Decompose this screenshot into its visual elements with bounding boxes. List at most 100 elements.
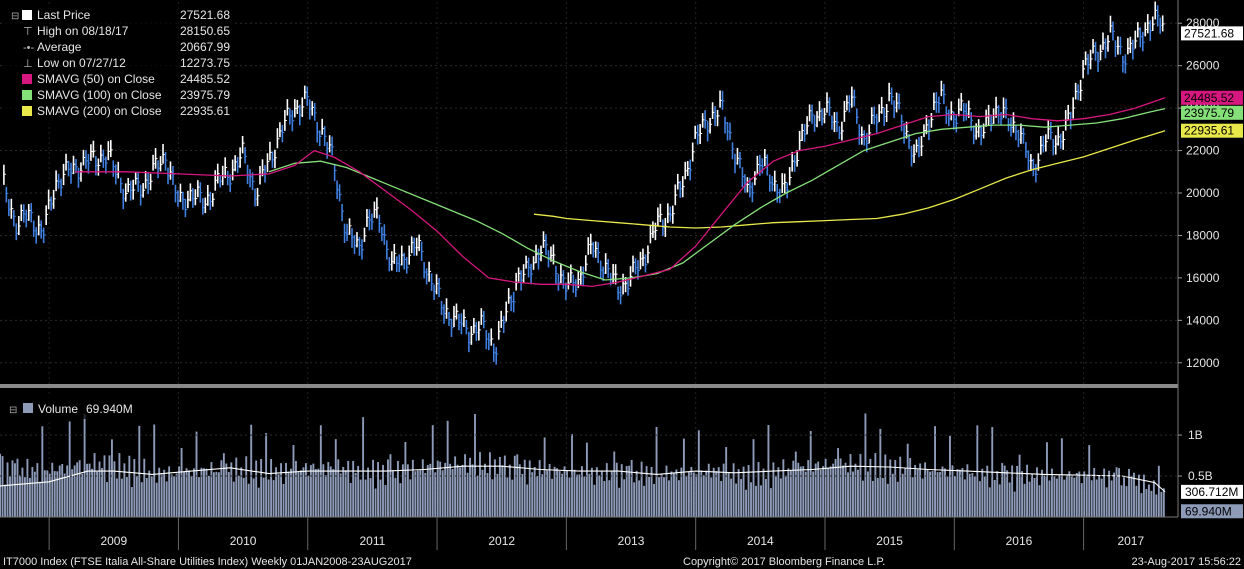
volume-bar bbox=[471, 464, 474, 517]
volume-bar bbox=[680, 467, 683, 517]
volume-bar bbox=[155, 482, 158, 517]
volume-average-line bbox=[0, 465, 1166, 493]
volume-bar bbox=[1046, 442, 1048, 517]
volume-bar bbox=[613, 451, 616, 517]
volume-bar bbox=[834, 458, 837, 517]
volume-bar bbox=[884, 454, 887, 517]
volume-bar bbox=[56, 471, 59, 517]
volume-bar bbox=[983, 476, 986, 517]
volume-bar bbox=[158, 467, 161, 517]
volume-bar bbox=[394, 477, 397, 517]
legend-marker-sma100 bbox=[22, 90, 32, 100]
volume-bar bbox=[115, 478, 118, 517]
volume-bar bbox=[431, 425, 434, 517]
volume-bar bbox=[451, 469, 454, 517]
volume-bar bbox=[207, 475, 210, 517]
volume-bar bbox=[160, 474, 163, 517]
volume-bar bbox=[232, 481, 235, 517]
volume-bar bbox=[1110, 480, 1113, 517]
volume-bar bbox=[750, 482, 752, 517]
volume-bar bbox=[4, 484, 6, 517]
volume-bar bbox=[1023, 483, 1026, 517]
volume-bar bbox=[573, 469, 576, 517]
volume-bar bbox=[1021, 471, 1024, 517]
volume-bar bbox=[904, 468, 907, 517]
price-series-group bbox=[3, 1, 1166, 365]
volume-bar bbox=[391, 470, 394, 517]
volume-bar bbox=[58, 465, 61, 517]
volume-bar bbox=[615, 462, 618, 517]
year-label: 2010 bbox=[230, 534, 257, 548]
volume-bar bbox=[939, 472, 941, 517]
volume-bar bbox=[839, 458, 842, 517]
volume-bar bbox=[526, 484, 529, 517]
volume-collapse-icon[interactable]: ⊟ bbox=[9, 405, 17, 416]
volume-bar bbox=[677, 480, 680, 517]
volume-bar bbox=[588, 473, 591, 517]
volume-bar bbox=[1, 456, 4, 517]
volume-bar bbox=[511, 479, 514, 517]
volume-bar bbox=[829, 466, 832, 517]
volume-bar bbox=[752, 439, 755, 517]
volume-bar bbox=[717, 467, 720, 517]
volume-bar bbox=[817, 461, 820, 517]
volume-bar bbox=[1108, 470, 1111, 517]
year-labels: 2009 2010 2011 2012 2013 2014 2015 2016 2017 bbox=[48, 517, 1144, 550]
volume-bar bbox=[603, 480, 606, 517]
volume-bar bbox=[277, 474, 280, 517]
volume-bar bbox=[705, 470, 708, 517]
volume-bar bbox=[779, 478, 782, 517]
volume-bar bbox=[578, 474, 581, 517]
volume-bar bbox=[51, 462, 54, 517]
volume-bar bbox=[628, 465, 631, 517]
volume-bar bbox=[41, 426, 44, 517]
volume-bar bbox=[436, 460, 439, 517]
volume-bar bbox=[837, 447, 840, 517]
volume-bar bbox=[919, 463, 922, 517]
volume-bar bbox=[334, 439, 337, 517]
volume-bar bbox=[1055, 478, 1058, 517]
volume-bar bbox=[295, 461, 297, 517]
sma200-line bbox=[533, 130, 1166, 229]
volume-bar bbox=[1068, 471, 1071, 517]
legend-collapse-icon[interactable]: ⊟ bbox=[11, 11, 19, 22]
volume-bar bbox=[86, 463, 89, 517]
volume-bar bbox=[1095, 479, 1098, 517]
volume-bar bbox=[643, 485, 646, 517]
volume-bar bbox=[193, 468, 195, 517]
volume-bar bbox=[866, 471, 869, 517]
volume-bar bbox=[528, 460, 531, 517]
volume-bar bbox=[123, 463, 126, 517]
volume-bar bbox=[419, 470, 422, 517]
volume-bar bbox=[832, 463, 835, 517]
volume-bar bbox=[101, 467, 103, 517]
volume-bar bbox=[941, 466, 944, 517]
year-label: 2009 bbox=[100, 534, 127, 548]
volume-bar bbox=[921, 478, 924, 517]
volume-bar bbox=[474, 413, 476, 517]
volume-bar bbox=[692, 472, 695, 517]
volume-bar bbox=[857, 469, 859, 517]
volume-bar bbox=[638, 480, 641, 517]
footer-copyright: Copyright© 2017 Bloomberg Finance L.P. bbox=[683, 556, 885, 568]
legend-value-sma100: 23975.79 bbox=[180, 88, 230, 102]
volume-bar bbox=[757, 462, 760, 517]
volume-bar bbox=[491, 479, 494, 517]
volume-bar bbox=[732, 463, 735, 517]
volume-bar bbox=[111, 439, 113, 517]
volume-bar bbox=[372, 459, 375, 517]
volume-bar bbox=[1043, 475, 1046, 517]
volume-bar bbox=[794, 451, 797, 517]
volume-bar bbox=[996, 471, 999, 517]
volume-bar bbox=[605, 463, 608, 517]
panel-separator[interactable] bbox=[0, 384, 1178, 388]
volume-bar bbox=[260, 458, 263, 517]
volume-bar bbox=[128, 455, 131, 517]
volume-bar bbox=[280, 463, 282, 517]
volume-bar bbox=[889, 459, 892, 517]
volume-bar bbox=[367, 467, 370, 517]
price-tick-label: 22000 bbox=[1186, 144, 1220, 158]
volume-bar bbox=[881, 478, 884, 517]
volume-bar bbox=[96, 471, 98, 517]
volume-bar bbox=[546, 470, 549, 517]
